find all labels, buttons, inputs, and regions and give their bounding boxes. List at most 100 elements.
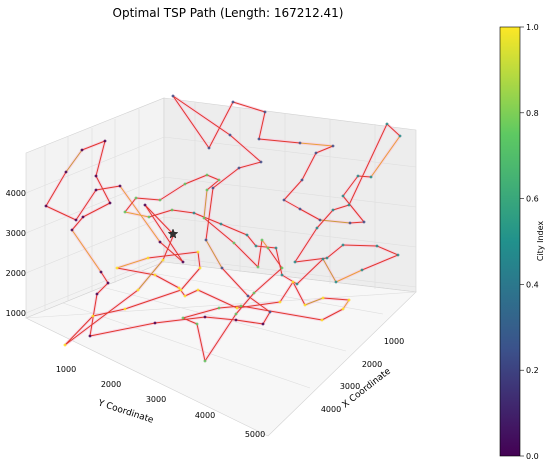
- path-segment: [304, 297, 324, 306]
- city-point: [282, 198, 286, 202]
- city-point: [80, 148, 84, 152]
- path-segment: [229, 134, 262, 163]
- path-segment: [348, 123, 388, 206]
- path-segment: [147, 251, 199, 259]
- city-point: [118, 184, 122, 188]
- city-point: [70, 228, 74, 232]
- city-point: [356, 174, 360, 178]
- city-point: [334, 280, 338, 284]
- city-point: [293, 260, 297, 264]
- path-segment: [204, 313, 237, 362]
- city-point: [256, 265, 260, 269]
- path-segment: [235, 319, 264, 325]
- y-tick-label: 2000: [101, 380, 121, 389]
- city-point: [99, 270, 103, 274]
- path-segment: [180, 267, 201, 291]
- city-point: [183, 294, 187, 298]
- path-segment: [182, 317, 198, 325]
- path-segment: [172, 95, 231, 136]
- path-segment: [357, 175, 372, 178]
- path-segment: [124, 197, 137, 213]
- city-point: [321, 257, 325, 261]
- x-tick-label: 4000: [321, 405, 341, 414]
- city-point: [192, 211, 196, 215]
- x-tick-label: 2000: [362, 360, 382, 369]
- z-tick-label: 1000: [6, 309, 26, 318]
- path-segment: [316, 209, 334, 229]
- city-point: [331, 208, 335, 212]
- path-segment: [205, 239, 223, 269]
- path-segment: [253, 267, 283, 294]
- path-segment: [283, 199, 301, 210]
- city-point: [115, 266, 119, 270]
- city-point: [204, 238, 208, 242]
- city-point: [220, 266, 224, 270]
- city-point: [88, 334, 92, 338]
- path-segment: [218, 305, 242, 309]
- city-point: [347, 298, 351, 302]
- path-segment: [184, 289, 199, 297]
- city-point: [268, 310, 272, 314]
- city-point: [234, 318, 238, 322]
- path-segment: [71, 216, 84, 231]
- path-segment: [240, 305, 323, 321]
- path-segment: [124, 289, 182, 310]
- city-point: [369, 175, 373, 179]
- path-segment: [279, 281, 294, 303]
- city-point: [63, 343, 67, 347]
- path-segment: [116, 267, 156, 276]
- city-point: [103, 139, 107, 143]
- colorbar-tick-label: 0.4: [526, 280, 539, 289]
- city-point: [205, 173, 209, 177]
- x-tick-label: 1000: [384, 337, 404, 346]
- pane-back: [25, 97, 417, 437]
- city-point: [341, 194, 345, 198]
- city-point: [64, 170, 68, 174]
- z-tick-label: 2000: [6, 269, 26, 278]
- city-point: [181, 316, 185, 320]
- path-segment: [262, 311, 271, 325]
- path-segment: [261, 239, 269, 249]
- path-segment: [212, 167, 240, 189]
- path-segment: [301, 152, 317, 181]
- city-point: [170, 208, 174, 212]
- path-segment: [81, 140, 106, 151]
- colorbar-tick-label: 0.2: [526, 366, 539, 375]
- path-segment: [232, 101, 266, 113]
- path-segment: [238, 161, 262, 169]
- colorbar: 0.0 0.2 0.4 0.6 0.8 1.0 City Index: [499, 23, 545, 461]
- city-point: [298, 141, 302, 145]
- start-star-icon: [167, 228, 179, 239]
- y-tick-label: 3000: [146, 395, 166, 404]
- city-point: [158, 198, 162, 202]
- city-point: [298, 207, 302, 211]
- path-segment: [376, 245, 399, 256]
- path-segment: [196, 323, 206, 362]
- city-point: [171, 94, 175, 98]
- city-point: [348, 221, 352, 225]
- axes-3d: 1000 2000 3000 4000 1000 2000 3000 4000 5000 10…: [6, 94, 417, 439]
- city-point: [91, 314, 95, 318]
- city-point: [234, 312, 238, 316]
- path-segment: [65, 149, 83, 173]
- path-segment: [100, 271, 109, 284]
- z-axis-ticks: 1000 2000 3000 4000: [6, 189, 26, 318]
- city-point: [108, 201, 112, 205]
- path-segment: [370, 135, 401, 178]
- path-segment: [267, 247, 283, 269]
- city-point: [252, 291, 256, 295]
- city-point: [325, 256, 329, 260]
- grid-line: [25, 291, 417, 319]
- city-point: [136, 288, 140, 292]
- city-points: [44, 94, 402, 363]
- city-point: [143, 203, 147, 207]
- path-segment: [162, 233, 175, 261]
- path-segment: [116, 257, 149, 269]
- city-point: [179, 288, 183, 292]
- x-axis-ticks: 1000 2000 3000 4000: [321, 337, 404, 414]
- city-point: [259, 160, 263, 164]
- path-segment: [92, 308, 126, 317]
- city-point: [161, 258, 165, 262]
- path-segment: [235, 292, 255, 315]
